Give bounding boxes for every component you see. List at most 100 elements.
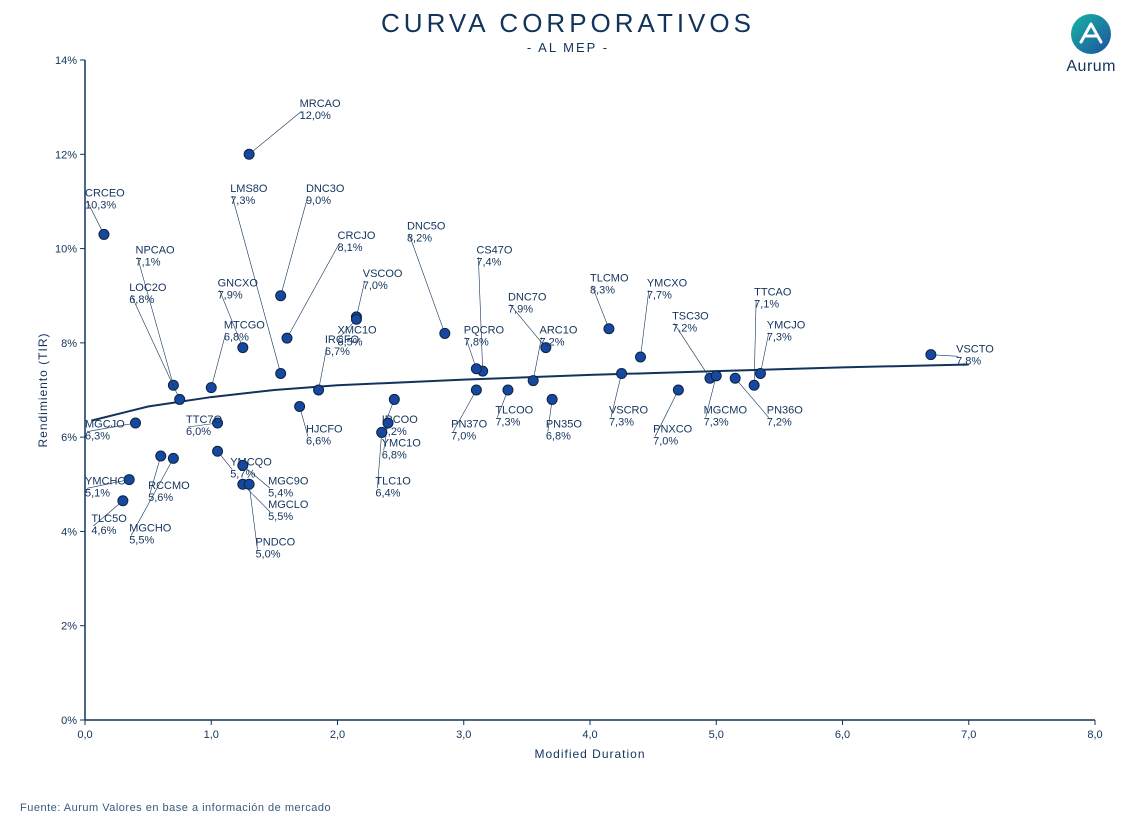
data-point: [295, 402, 305, 412]
point-label-value: 7,1%: [136, 256, 161, 268]
x-tick-label: 7,0: [961, 729, 976, 741]
data-point: [99, 229, 109, 239]
data-point: [711, 371, 721, 381]
point-label-name: TSC3O: [672, 310, 709, 322]
x-tick-label: 8,0: [1087, 729, 1102, 741]
data-point: [749, 380, 759, 390]
point-label-value: 7,7%: [647, 289, 672, 301]
data-point: [238, 460, 248, 470]
point-label-value: 6,0%: [186, 426, 211, 438]
point-label-value: 6,8%: [382, 450, 407, 462]
point-label-value: 6,7%: [325, 346, 350, 358]
point-label-name: DNC7O: [508, 291, 547, 303]
point-label-name: TLCMO: [590, 273, 629, 285]
point-label-name: MGC9O: [268, 475, 309, 487]
point-label-name: LMS8O: [230, 183, 268, 195]
point-label-value: 7,3%: [704, 417, 729, 429]
data-point: [440, 328, 450, 338]
point-label-value: 8,1%: [338, 242, 363, 254]
point-label-name: MRCAO: [300, 98, 341, 110]
point-label-name: GNCXO: [218, 277, 259, 289]
point-label-name: NPCAO: [136, 244, 176, 256]
point-label-value: 7,2%: [672, 322, 697, 334]
point-label-name: MGCLO: [268, 499, 309, 511]
point-label-value: 7,9%: [508, 303, 533, 315]
point-label-value: 7,3%: [230, 195, 255, 207]
data-point: [276, 291, 286, 301]
point-label-value: 7,8%: [464, 336, 489, 348]
leader-line: [478, 257, 482, 371]
point-label-name: PQCRO: [464, 324, 505, 336]
point-label-value: 7,8%: [956, 355, 981, 367]
point-label-name: YMC1O: [382, 438, 422, 450]
data-point: [244, 149, 254, 159]
point-label-value: 10,3%: [85, 200, 116, 212]
point-label-name: VSCOO: [363, 268, 403, 280]
point-label-value: 6,4%: [375, 487, 400, 499]
point-label-name: YMCXO: [647, 277, 688, 289]
x-tick-label: 3,0: [456, 729, 471, 741]
point-label-name: TTCAO: [754, 287, 792, 299]
data-point: [926, 350, 936, 360]
point-label-value: 5,5%: [129, 534, 154, 546]
point-label-value: 7,3%: [767, 332, 792, 344]
x-tick-label: 4,0: [582, 729, 597, 741]
y-tick-label: 6%: [61, 432, 77, 444]
y-tick-label: 0%: [61, 715, 77, 727]
point-label-name: CRCEO: [85, 188, 125, 200]
data-point: [131, 418, 141, 428]
point-label-name: HJCFO: [306, 423, 343, 435]
data-point: [383, 418, 393, 428]
point-label-name: CRCJO: [338, 230, 376, 242]
point-label-name: CS47O: [476, 244, 513, 256]
x-tick-label: 2,0: [330, 729, 345, 741]
point-label-name: TTC7O: [186, 414, 223, 426]
point-label-value: 9,0%: [306, 195, 331, 207]
point-label-value: 6,8%: [129, 294, 154, 306]
point-label-name: RCCMO: [148, 480, 190, 492]
data-point: [282, 333, 292, 343]
y-tick-label: 12%: [55, 149, 77, 161]
leader-line: [281, 196, 308, 296]
leader-line: [131, 295, 180, 399]
y-tick-label: 4%: [61, 526, 77, 538]
data-point: [471, 385, 481, 395]
point-label-name: IRCFO: [325, 334, 360, 346]
data-point: [168, 453, 178, 463]
leader-line: [138, 257, 174, 385]
data-point: [244, 479, 254, 489]
point-label-value: 7,0%: [363, 280, 388, 292]
point-label-name: VSCRO: [609, 405, 649, 417]
point-label-name: LOC2O: [129, 282, 167, 294]
chart-title: CURVA CORPORATIVOS: [0, 8, 1136, 39]
point-label-value: 4,6%: [91, 525, 116, 537]
point-label-value: 7,9%: [218, 289, 243, 301]
data-point: [351, 314, 361, 324]
data-point: [213, 446, 223, 456]
point-label-value: 7,2%: [540, 336, 565, 348]
point-label-value: 8,2%: [407, 233, 432, 245]
data-point: [547, 394, 557, 404]
x-tick-label: 6,0: [835, 729, 850, 741]
point-label-value: 7,3%: [495, 417, 520, 429]
point-label-name: PN36O: [767, 405, 804, 417]
point-label-value: 7,1%: [754, 299, 779, 311]
y-tick-label: 10%: [55, 244, 77, 256]
point-label-name: YMCJO: [767, 320, 806, 332]
y-tick-label: 8%: [61, 338, 77, 350]
data-point: [389, 394, 399, 404]
data-point: [206, 383, 216, 393]
point-label-value: 7,4%: [476, 256, 501, 268]
leader-line: [409, 234, 445, 334]
data-point: [503, 385, 513, 395]
y-axis-label: Rendimiento (TIR): [36, 332, 50, 447]
point-label-value: 7,2%: [767, 417, 792, 429]
data-point: [604, 324, 614, 334]
data-point: [755, 369, 765, 379]
data-point: [314, 385, 324, 395]
point-label-value: 7,0%: [451, 431, 476, 443]
point-label-name: VSCTO: [956, 343, 994, 355]
point-label-name: PNDCO: [255, 537, 295, 549]
point-label-value: 5,5%: [268, 511, 293, 523]
data-point: [377, 427, 387, 437]
